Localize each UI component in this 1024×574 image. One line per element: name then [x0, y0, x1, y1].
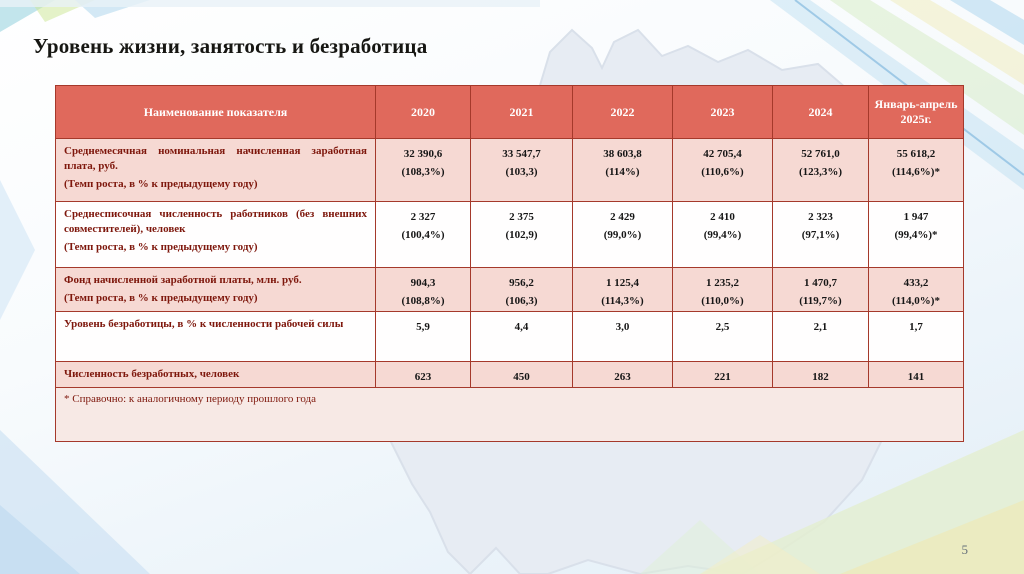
value-cell: 1 947 (99,4%)*	[868, 201, 964, 268]
table-body: Среднемесячная номинальная начисленная з…	[55, 138, 964, 389]
value-cell: 141	[868, 361, 964, 389]
row-label: Уровень безработицы, в % к численности р…	[55, 311, 376, 363]
value-cell: 1,7	[868, 311, 964, 363]
table-header-row: Наименование показателя 2020 2021 2022 2023 2…	[55, 85, 964, 139]
value-cell: 182	[772, 361, 869, 389]
row-label: Численность безработных, человек	[55, 361, 376, 389]
value-cell: 2 323 (97,1%)	[772, 201, 869, 268]
column-header: 2023	[672, 85, 773, 139]
column-header: 2021	[470, 85, 573, 139]
value-cell: 623	[375, 361, 471, 389]
page-number: 5	[961, 542, 969, 557]
column-header: Январь-апрель 2025г.	[868, 85, 964, 139]
table-container: Наименование показателя 2020 2021 2022 2023 2…	[55, 85, 964, 443]
column-header: 2022	[572, 85, 673, 139]
value-cell: 52 761,0 (123,3%)	[772, 138, 869, 202]
column-header: 2020	[375, 85, 471, 139]
column-header: 2024	[772, 85, 869, 139]
value-cell: 450	[470, 361, 573, 389]
table-footnote: * Справочно: к аналогичному периоду прош…	[55, 387, 964, 443]
value-cell: 1 125,4 (114,3%)	[572, 266, 673, 313]
indicators-table: Наименование показателя 2020 2021 2022 2023 2…	[55, 85, 964, 443]
table-row: Фонд начисленной заработной платы, млн. …	[55, 266, 964, 313]
value-cell: 2 375 (102,9)	[470, 201, 573, 268]
value-cell: 3,0	[572, 311, 673, 363]
value-cell: 2 410 (99,4%)	[672, 201, 773, 268]
value-cell: 32 390,6 (108,3%)	[375, 138, 471, 202]
value-cell: 4,4	[470, 311, 573, 363]
column-header: Наименование показателя	[55, 85, 376, 139]
value-cell: 2 429 (99,0%)	[572, 201, 673, 268]
footnote-row: * Справочно: к аналогичному периоду прош…	[55, 387, 964, 443]
value-cell: 1 470,7 (119,7%)	[772, 266, 869, 313]
table-row: Численность безработных, человек 623 450 26…	[55, 361, 964, 389]
value-cell: 42 705,4 (110,6%)	[672, 138, 773, 202]
value-cell: 2 327 (100,4%)	[375, 201, 471, 268]
value-cell: 433,2 (114,0%)*	[868, 266, 964, 313]
table-row: Среднесписочная численность работников (…	[55, 201, 964, 268]
value-cell: 5,9	[375, 311, 471, 363]
value-cell: 904,3 (108,8%)	[375, 266, 471, 313]
value-cell: 2,5	[672, 311, 773, 363]
value-cell: 2,1	[772, 311, 869, 363]
value-cell: 263	[572, 361, 673, 389]
value-cell: 55 618,2 (114,6%)*	[868, 138, 964, 202]
value-cell: 956,2 (106,3)	[470, 266, 573, 313]
value-cell: 1 235,2 (110,0%)	[672, 266, 773, 313]
table-row: Среднемесячная номинальная начисленная з…	[55, 138, 964, 202]
row-label: Фонд начисленной заработной платы, млн. …	[55, 266, 376, 313]
row-label: Среднемесячная номинальная начисленная з…	[55, 138, 376, 202]
row-label: Среднесписочная численность работников (…	[55, 201, 376, 268]
slide-title: Уровень жизни, занятость и безработица	[33, 34, 428, 58]
value-cell: 33 547,7 (103,3)	[470, 138, 573, 202]
value-cell: 38 603,8 (114%)	[572, 138, 673, 202]
value-cell: 221	[672, 361, 773, 389]
table-row: Уровень безработицы, в % к численности р…	[55, 311, 964, 363]
